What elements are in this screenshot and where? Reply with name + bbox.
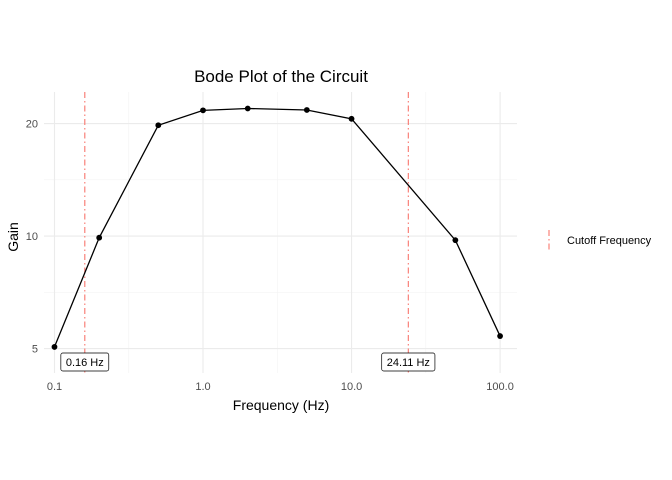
x-tick-label: 1.0 [195,381,210,393]
legend: Cutoff Frequency [548,230,652,250]
x-tick-label: 0.1 [47,381,62,393]
y-tick-label: 20 [26,119,38,131]
gain-series [51,105,503,350]
y-axis-title: Gain [5,222,21,252]
grid [44,92,517,373]
gain-point [497,333,503,339]
y-tick-label: 5 [32,344,38,356]
gain-point [200,107,206,114]
gain-point [51,344,58,350]
cutoff-annotation: 24.11 Hz [381,352,436,372]
y-tick-label: 10 [26,231,38,243]
chart-title: Bode Plot of the Circuit [194,67,368,86]
x-tick-label: 100.0 [486,381,514,393]
tick-labels: 0.1 1.0 10.0 100.0 5 10 20 [26,119,514,393]
gain-point [303,107,310,113]
cutoff-annotation: 0.16 Hz [60,352,110,372]
cutoff-annotation-box [60,352,110,372]
cutoff-annotation-box [381,352,436,372]
gain-point [244,105,251,112]
gain-point [348,115,355,122]
cutoff-annotation-label: 24.11 Hz [387,357,430,369]
gain-point [452,237,459,244]
gain-point [155,122,162,129]
x-axis-title: Frequency (Hz) [233,397,329,413]
cutoff-annotation-label: 0.16 Hz [66,357,104,369]
cutoff-annotations: 0.16 Hz 24.11 Hz [60,352,436,372]
x-tick-label: 10.0 [341,381,362,393]
gain-point [96,234,103,241]
legend-label-cutoff: Cutoff Frequency [567,235,652,247]
cutoff-lines [84,92,409,373]
